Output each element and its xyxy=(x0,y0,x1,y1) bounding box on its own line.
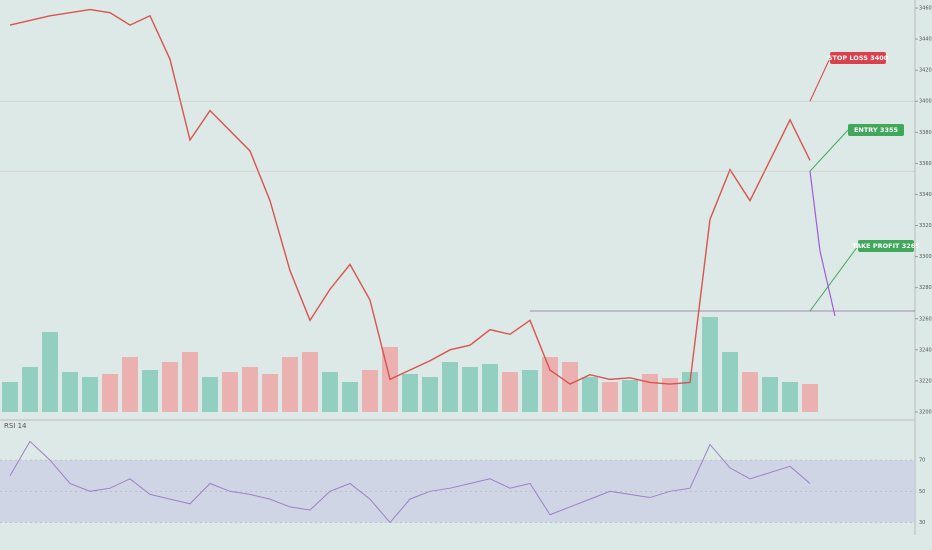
volume-bar xyxy=(262,374,278,412)
y-tick-label: 3440 xyxy=(919,37,932,43)
volume-bar xyxy=(22,367,38,412)
annotation-label: ENTRY 3355 xyxy=(854,126,899,134)
y-tick-label: 30 xyxy=(919,520,925,526)
volume-bar xyxy=(482,364,498,412)
callout-line xyxy=(809,129,849,172)
annotation-box xyxy=(848,124,904,136)
y-tick-label: 3320 xyxy=(919,223,932,229)
y-tick-label: 3260 xyxy=(919,316,932,322)
callout-line xyxy=(809,57,831,102)
annotation-label: TAKE PROFIT 3265 xyxy=(852,242,920,250)
price-line xyxy=(9,8,811,385)
volume-bar xyxy=(622,380,638,412)
rsi-title: RSI 14 xyxy=(4,422,27,430)
volume-bar xyxy=(782,382,798,412)
y-tick-label: 3340 xyxy=(919,192,932,198)
volume-bar xyxy=(362,370,378,412)
y-tick-label: 70 xyxy=(919,458,925,464)
volume-bar xyxy=(662,378,678,412)
volume-bar xyxy=(402,374,418,412)
annotation-box xyxy=(830,52,886,64)
volume-bar xyxy=(702,317,718,412)
volume-bar xyxy=(202,377,218,412)
y-tick-label: 3220 xyxy=(919,378,932,384)
rsi-band xyxy=(0,460,915,523)
projection xyxy=(809,171,836,317)
volume-bar xyxy=(102,374,118,412)
volume-bar xyxy=(682,372,698,412)
y-tick-label: 3420 xyxy=(919,68,932,74)
volume-bar xyxy=(182,352,198,412)
y-tick-label: 3460 xyxy=(919,6,932,12)
volume-bar xyxy=(82,377,98,412)
y-tick-label: 3300 xyxy=(919,254,932,260)
volume-bar xyxy=(282,357,298,412)
volume-bar xyxy=(162,362,178,412)
volume-bar xyxy=(342,382,358,412)
volume-bar xyxy=(422,377,438,412)
y-tick-label: 3400 xyxy=(919,99,932,105)
volume-bar xyxy=(2,382,18,412)
volume-bar xyxy=(462,367,478,412)
volume-bar xyxy=(522,370,538,412)
volume-bar xyxy=(322,372,338,412)
rsi-line xyxy=(9,440,811,524)
volume-bar xyxy=(242,367,258,412)
volume-bar xyxy=(642,374,658,412)
volume-bar xyxy=(542,357,558,412)
volume-bar xyxy=(122,357,138,412)
y-tick-label: 3280 xyxy=(919,285,932,291)
y-tick-label: 3360 xyxy=(919,161,932,167)
volume-bar xyxy=(742,372,758,412)
volume-bar xyxy=(602,382,618,412)
y-tick-label: 3200 xyxy=(919,410,932,416)
y-tick-label: 50 xyxy=(919,489,925,495)
annotation-box xyxy=(858,240,914,252)
annotation-label: STOP LOSS 3400 xyxy=(828,54,889,62)
callout-line xyxy=(809,245,859,312)
volume-bar xyxy=(42,332,58,412)
y-tick-label: 3380 xyxy=(919,130,932,136)
volume-bar xyxy=(562,362,578,412)
volume-bar xyxy=(442,362,458,412)
volume-bar xyxy=(142,370,158,412)
volume-bar xyxy=(62,372,78,412)
y-tick-label: 3240 xyxy=(919,347,932,353)
volume-bar xyxy=(802,384,818,412)
volume-bar xyxy=(582,377,598,412)
volume-bar xyxy=(762,377,778,412)
volume-bar xyxy=(302,352,318,412)
volume-bar xyxy=(222,372,238,412)
volume-bar xyxy=(502,372,518,412)
volume-bar xyxy=(722,352,738,412)
